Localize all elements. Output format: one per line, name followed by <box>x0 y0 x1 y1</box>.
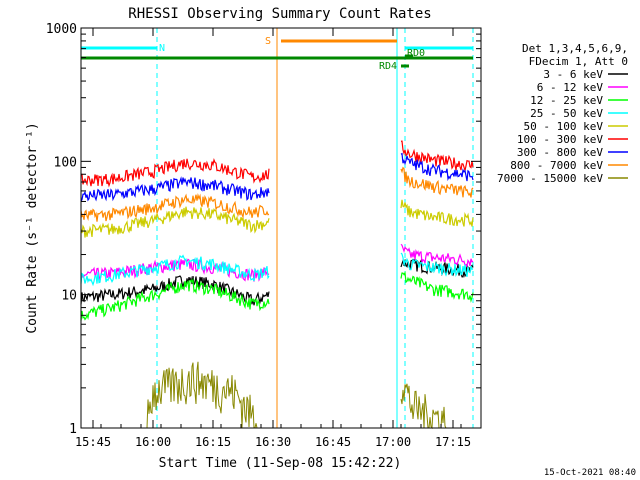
series-group <box>80 140 474 430</box>
legend-label-7: 800 - 7000 keV <box>510 159 603 172</box>
series-line-2-1 <box>400 271 474 303</box>
legend-label-5: 100 - 300 keV <box>517 133 603 146</box>
axis-ticks: 15:45 16:00 16:15 16:30 16:45 17:00 17:15 1 10 10… <box>46 22 482 449</box>
legend-label-3: 25 - 50 keV <box>530 107 603 120</box>
x-tick-label-5: 17:00 <box>375 435 411 449</box>
series-line-4-0 <box>80 206 270 238</box>
legend-label-1: 6 - 12 keV <box>537 81 604 94</box>
x-tick-label-6: 17:15 <box>435 435 471 449</box>
series-line-3-1 <box>400 252 474 277</box>
flag-bars: N S RD0 RD4 <box>81 36 473 72</box>
x-tick-label-4: 16:45 <box>315 435 351 449</box>
y-tick-label-3: 1000 <box>46 22 77 37</box>
series-line-4-1 <box>400 199 474 227</box>
series-line-7-1 <box>400 166 474 198</box>
flag-label-4: RD0 <box>407 48 425 59</box>
legend: Det 1,3,4,5,6,9,FDecim 1, Att 03 - 6 keV… <box>497 42 628 185</box>
series-line-6-1 <box>400 152 474 182</box>
legend-label-0: 3 - 6 keV <box>543 68 603 81</box>
y-tick-label-1: 10 <box>61 289 77 304</box>
series-line-0-0 <box>80 275 270 306</box>
x-tick-label-0: 15:45 <box>75 435 111 449</box>
footer-date: 15-Oct-2021 08:40 <box>544 468 636 478</box>
series-line-3-0 <box>80 254 270 287</box>
legend-label-4: 50 - 100 keV <box>524 120 604 133</box>
flag-label-0: N <box>159 43 165 54</box>
flag-label-2: S <box>265 36 271 47</box>
plot-frame <box>80 27 482 429</box>
series-line-8-1 <box>400 383 473 430</box>
legend-label-8: 7000 - 15000 keV <box>497 172 603 185</box>
legend-header-1: FDecim 1, Att 0 <box>529 55 628 68</box>
series-line-7-0 <box>80 192 270 222</box>
x-tick-label-2: 16:15 <box>195 435 231 449</box>
legend-label-2: 12 - 25 keV <box>530 94 603 107</box>
y-tick-label-2: 100 <box>54 155 77 170</box>
y-tick-label-0: 1 <box>69 422 77 437</box>
series-line-8-0 <box>81 361 265 429</box>
series-line-1-1 <box>400 243 474 268</box>
series-line-5-1 <box>400 140 474 171</box>
series-line-5-0 <box>80 157 270 188</box>
x-tick-label-1: 16:00 <box>135 435 171 449</box>
y-axis-label: Count Rate (s⁻¹ detector⁻¹) <box>25 122 40 333</box>
x-axis-label: Start Time (11-Sep-08 15:42:22) <box>159 456 402 471</box>
series-line-2-0 <box>80 277 270 321</box>
vertical-marker-lines <box>80 28 474 428</box>
chart-title: RHESSI Observing Summary Count Rates <box>128 6 431 22</box>
legend-label-6: 300 - 800 keV <box>517 146 603 159</box>
legend-header-0: Det 1,3,4,5,6,9, <box>522 42 628 55</box>
series-line-6-0 <box>80 176 270 202</box>
flag-label-5: RD4 <box>379 61 397 72</box>
x-tick-label-3: 16:30 <box>255 435 291 449</box>
